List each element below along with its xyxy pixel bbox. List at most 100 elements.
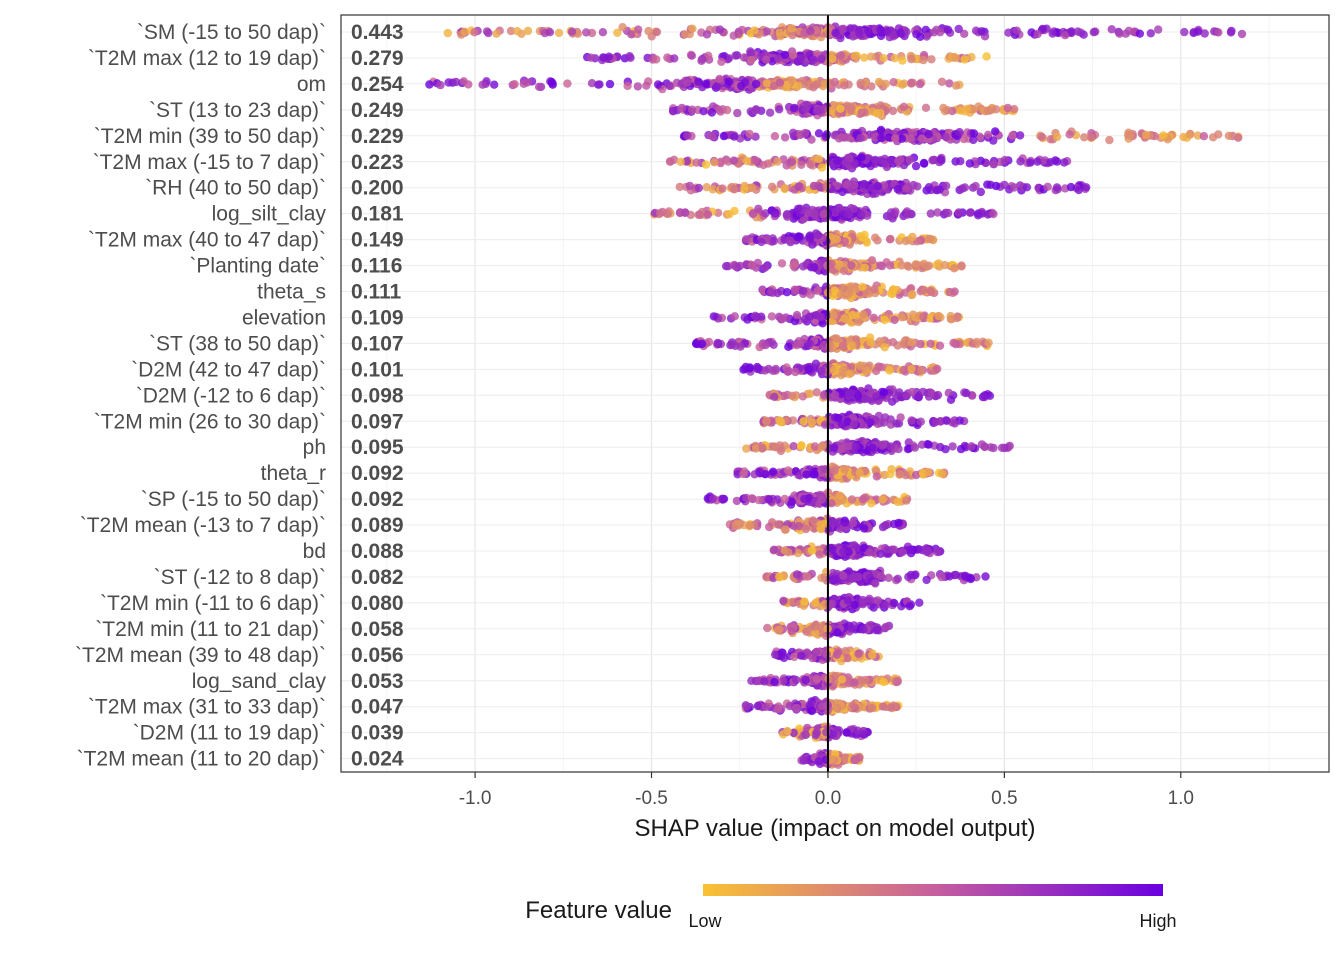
- shap-point: [891, 134, 900, 143]
- shap-point: [883, 26, 892, 36]
- shap-point: [927, 287, 936, 297]
- shap-point: [962, 104, 972, 114]
- shap-point: [817, 54, 826, 63]
- shap-point: [780, 50, 789, 60]
- shap-point: [702, 30, 712, 39]
- shap-point: [980, 392, 989, 402]
- shap-point: [1003, 103, 1012, 113]
- shap-point: [877, 133, 886, 143]
- shap-point: [807, 418, 817, 427]
- shap-point: [1048, 29, 1057, 38]
- shap-point: [836, 33, 845, 43]
- shap-point: [490, 80, 499, 89]
- shap-point: [893, 497, 902, 507]
- shap-point: [940, 260, 949, 270]
- shap-point: [789, 50, 798, 60]
- shap-point: [773, 54, 783, 63]
- shap-point: [840, 237, 849, 246]
- shap-point: [806, 160, 815, 169]
- shap-point: [554, 28, 564, 38]
- shap-point: [733, 108, 742, 118]
- shap-point: [653, 80, 663, 89]
- shap-point: [881, 79, 890, 89]
- shap-point: [806, 290, 815, 299]
- shap-point: [563, 79, 572, 88]
- shap-point: [1124, 128, 1133, 137]
- shap-point: [817, 573, 826, 583]
- shap-point: [814, 129, 824, 138]
- shap-point: [881, 521, 890, 530]
- shap-point: [907, 78, 916, 88]
- shap-point: [460, 27, 469, 37]
- shap-point: [982, 52, 991, 61]
- shap-point: [767, 312, 777, 321]
- shap-point: [717, 57, 726, 66]
- shap-point: [692, 158, 701, 167]
- shap-point: [836, 104, 845, 113]
- shap-point: [840, 314, 849, 323]
- shap-point: [879, 418, 888, 427]
- shap-point: [742, 156, 752, 166]
- shap-point: [778, 314, 787, 323]
- shap-point: [807, 546, 817, 555]
- shap-point: [952, 313, 962, 323]
- shap-point: [798, 286, 808, 296]
- shap-point: [1105, 135, 1114, 145]
- shap-point: [770, 132, 780, 141]
- shap-point: [513, 27, 522, 36]
- shap-point: [436, 80, 445, 90]
- shap-point: [451, 77, 461, 87]
- shap-point: [830, 77, 839, 87]
- shap-point: [879, 54, 888, 63]
- shap-point: [876, 156, 885, 165]
- shap-point: [908, 290, 917, 299]
- shap-point: [740, 185, 749, 194]
- shap-point: [834, 134, 844, 143]
- shap-point: [710, 158, 719, 167]
- shap-point: [931, 417, 940, 427]
- shap-point: [716, 157, 725, 166]
- shap-point: [644, 26, 653, 36]
- shap-point: [967, 442, 976, 451]
- shap-point: [899, 102, 909, 112]
- shap-point: [1010, 183, 1019, 192]
- shap-point: [906, 209, 915, 218]
- shap-point: [792, 570, 802, 579]
- shap-point: [1082, 183, 1091, 192]
- shap-point: [950, 264, 959, 273]
- shap-point: [719, 131, 729, 141]
- shap-point: [867, 499, 876, 508]
- shap-point: [730, 312, 739, 321]
- shap-point: [884, 573, 893, 582]
- shap-point: [761, 263, 770, 272]
- shap-point: [708, 185, 718, 194]
- shap-point: [1060, 31, 1070, 40]
- shap-point: [908, 232, 917, 242]
- shap-point: [492, 29, 501, 38]
- shap-point: [960, 55, 969, 64]
- shap-point: [893, 574, 902, 583]
- shap-point: [780, 184, 790, 193]
- shap-point: [708, 132, 717, 141]
- shap-point: [745, 521, 754, 530]
- shap-point: [879, 388, 889, 397]
- shap-point: [729, 156, 738, 165]
- shap-point: [618, 23, 627, 32]
- shap-point: [817, 495, 826, 504]
- shap-point: [523, 78, 532, 87]
- shap-point: [1037, 132, 1047, 142]
- shap-point: [623, 81, 632, 91]
- shap-point: [934, 311, 943, 321]
- shap-point: [840, 518, 850, 527]
- shap-point: [752, 312, 762, 322]
- shap-point: [813, 286, 822, 295]
- shap-point: [818, 80, 828, 89]
- shap-point: [793, 204, 803, 214]
- shap-point: [784, 548, 793, 557]
- shap-point: [822, 182, 831, 191]
- shap-point: [937, 469, 947, 478]
- shap-point: [510, 80, 519, 89]
- shap-point: [867, 256, 877, 265]
- shap-point: [945, 79, 954, 88]
- shap-point: [916, 417, 925, 426]
